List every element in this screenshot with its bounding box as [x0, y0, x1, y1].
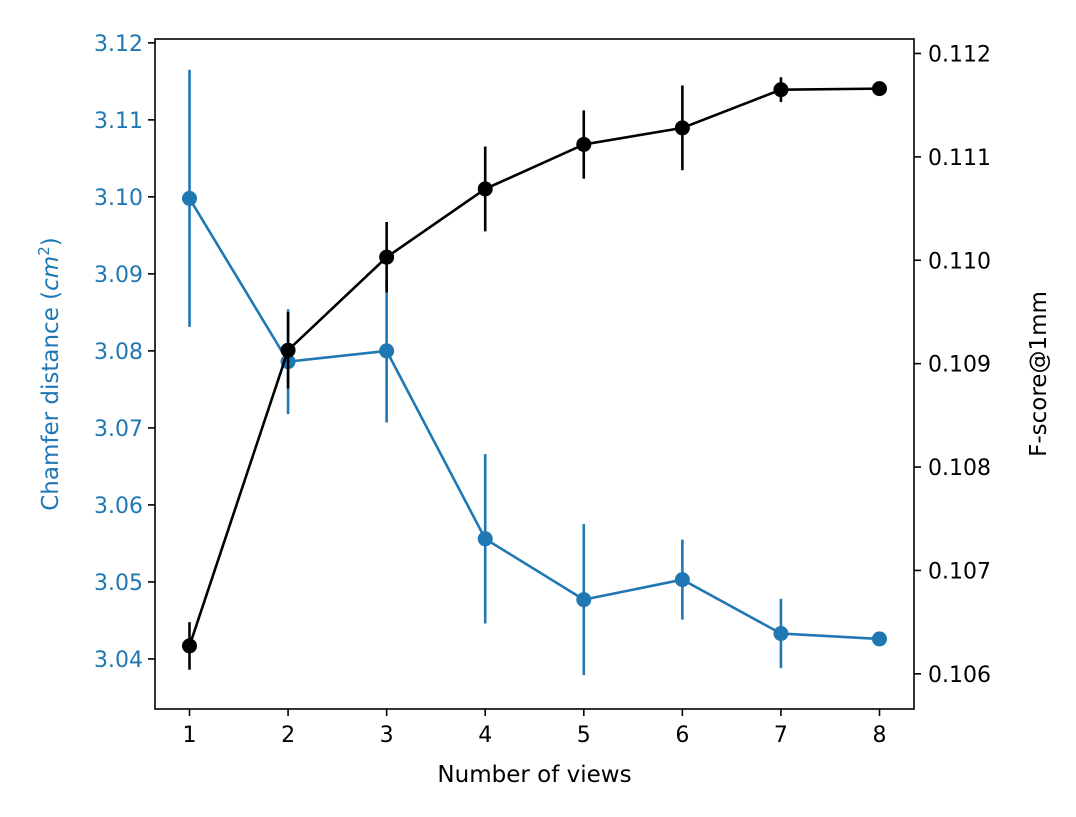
- left-y-tick-label: 3.08: [94, 340, 143, 365]
- left-y-axis-label-unit: cm: [38, 256, 64, 291]
- x-tick-label: 8: [873, 723, 887, 748]
- right-y-axis: 0.106 0.107 0.108 0.109 0.110 0.111 0.112: [914, 42, 991, 688]
- right-y-tick-label: 0.109: [928, 353, 991, 378]
- data-point: [773, 82, 789, 98]
- left-y-axis-label: Chamfer distance (cm2): [35, 237, 64, 511]
- left-y-tick-label: 3.11: [94, 109, 143, 134]
- left-y-tick-label: 3.07: [94, 417, 143, 442]
- data-point: [872, 631, 887, 647]
- data-point: [674, 120, 690, 136]
- left-y-tick-label: 3.06: [94, 494, 143, 519]
- x-tick-label: 7: [774, 723, 788, 748]
- left-y-axis: 3.04 3.05 3.06 3.07 3.08 3.09 3.10 3.11 3.12: [94, 32, 155, 673]
- x-tick-label: 5: [577, 723, 591, 748]
- left-y-tick-label: 3.09: [94, 263, 143, 288]
- right-y-tick-label: 0.108: [928, 456, 991, 481]
- x-tick-label: 3: [380, 723, 394, 748]
- left-y-axis-label-exp: 2: [35, 246, 53, 256]
- left-y-tick-label: 3.12: [94, 32, 143, 57]
- left-y-axis-label-main: Chamfer distance (: [38, 291, 64, 511]
- data-point: [182, 638, 197, 654]
- right-y-axis-label: F-score@1mm: [1026, 291, 1052, 457]
- series-f-score: [182, 77, 887, 670]
- plot-frame: [154, 38, 915, 710]
- x-axis-label: Number of views: [437, 762, 631, 788]
- x-axis: 1 2 3 4 5 6 7 8: [183, 709, 887, 748]
- x-tick-label: 2: [281, 723, 295, 748]
- data-point: [773, 626, 789, 642]
- data-point: [576, 136, 592, 152]
- plot-area: [155, 39, 914, 709]
- right-y-tick-label: 0.110: [928, 249, 991, 274]
- left-y-tick-label: 3.10: [94, 186, 143, 211]
- right-y-tick-label: 0.106: [928, 663, 991, 688]
- x-tick-label: 4: [478, 723, 492, 748]
- left-y-tick-label: 3.04: [94, 648, 143, 673]
- right-y-tick-label: 0.112: [928, 42, 991, 67]
- left-y-tick-label: 3.05: [94, 571, 143, 596]
- data-point: [477, 531, 493, 547]
- left-y-axis-label-close: ): [38, 237, 64, 246]
- data-point: [674, 572, 690, 588]
- data-point: [379, 249, 395, 265]
- data-point: [576, 592, 592, 608]
- data-point: [182, 190, 197, 206]
- right-y-tick-label: 0.111: [928, 146, 991, 171]
- data-point: [379, 343, 395, 359]
- data-point: [280, 342, 296, 358]
- series-line: [188, 87, 880, 647]
- series-line: [188, 197, 880, 641]
- series-chamfer-distance: [182, 69, 887, 676]
- x-tick-label: 6: [675, 723, 689, 748]
- x-tick-label: 1: [183, 723, 197, 748]
- series-layer: [182, 69, 887, 676]
- data-point: [477, 181, 493, 197]
- right-y-tick-label: 0.107: [928, 559, 991, 584]
- data-point: [872, 81, 887, 97]
